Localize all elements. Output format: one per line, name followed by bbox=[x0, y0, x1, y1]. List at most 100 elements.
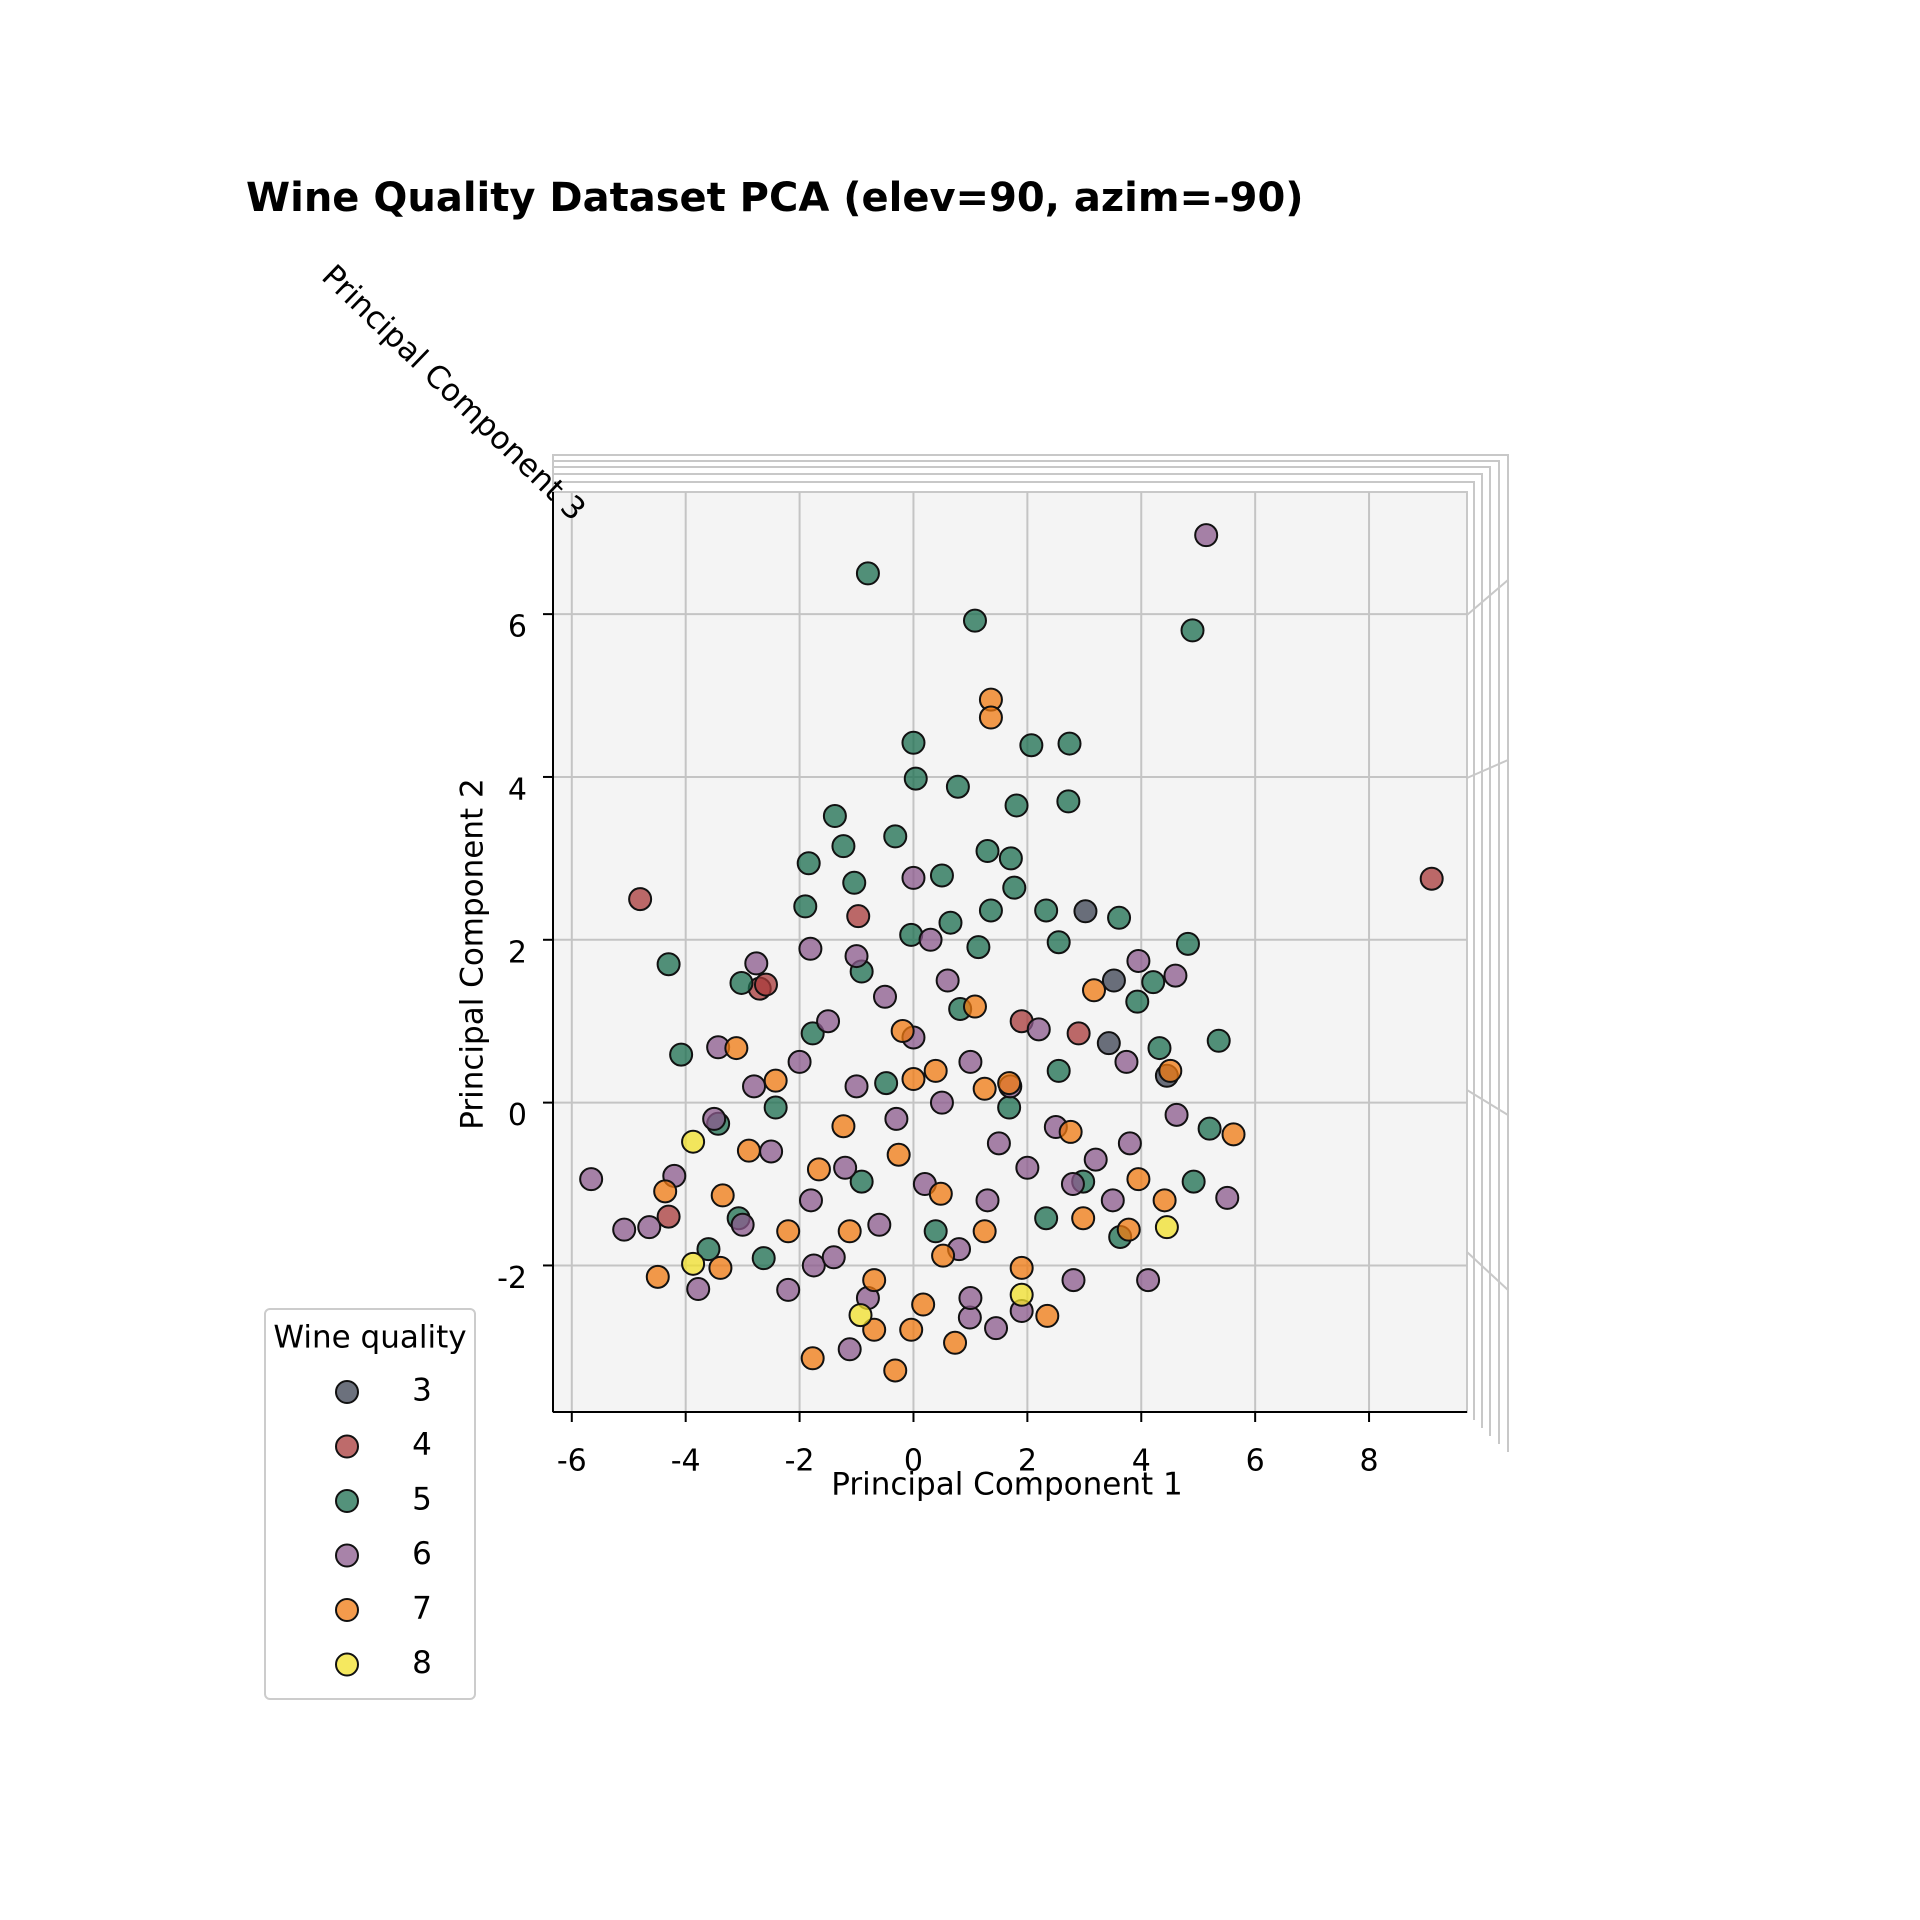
point bbox=[849, 1169, 874, 1194]
point bbox=[1221, 1122, 1246, 1147]
point bbox=[681, 1129, 706, 1154]
pane-edge bbox=[553, 481, 1475, 1420]
point bbox=[1073, 899, 1098, 924]
point bbox=[943, 1330, 968, 1355]
point bbox=[899, 1317, 924, 1342]
point bbox=[821, 1245, 846, 1270]
point bbox=[710, 1183, 735, 1208]
point bbox=[656, 1204, 681, 1229]
point bbox=[1154, 1215, 1179, 1240]
legend-label: 3 bbox=[412, 1373, 432, 1409]
x-tick-label: 0 bbox=[904, 1444, 923, 1479]
legend-marker bbox=[335, 1598, 359, 1622]
point bbox=[1061, 1268, 1086, 1293]
point bbox=[702, 1106, 727, 1131]
point bbox=[873, 984, 898, 1009]
legend-box bbox=[264, 1308, 476, 1700]
point bbox=[855, 561, 880, 586]
legend-label: 7 bbox=[412, 1591, 432, 1627]
point bbox=[656, 952, 681, 977]
point bbox=[1081, 978, 1106, 1003]
point bbox=[1175, 931, 1200, 956]
point bbox=[1125, 989, 1150, 1014]
point bbox=[1004, 793, 1029, 818]
chart-title: Wine Quality Dataset PCA (elev=90, azim=… bbox=[246, 175, 1304, 221]
legend-marker bbox=[335, 1652, 359, 1677]
point bbox=[686, 1277, 711, 1302]
point bbox=[986, 1131, 1011, 1156]
point bbox=[681, 1251, 706, 1276]
point bbox=[1058, 1119, 1083, 1144]
legend-marker bbox=[335, 1543, 359, 1568]
point bbox=[844, 944, 869, 969]
point bbox=[730, 1212, 755, 1237]
legend-label: 6 bbox=[412, 1536, 432, 1572]
point bbox=[1197, 1116, 1222, 1141]
legend-title: Wine quality bbox=[273, 1320, 466, 1356]
point bbox=[837, 1219, 862, 1244]
point bbox=[1181, 1169, 1206, 1194]
point bbox=[1164, 1102, 1189, 1127]
point bbox=[1141, 970, 1166, 995]
point bbox=[842, 870, 867, 895]
legend: Wine quality 3 4 5 6 7 8 bbox=[264, 1308, 476, 1700]
point bbox=[848, 1303, 873, 1328]
point bbox=[1163, 963, 1188, 988]
point bbox=[776, 1219, 801, 1244]
point bbox=[938, 910, 963, 935]
axes: -6 -4 -2 0 2 4 6 8 -2 0 2 4 6 bbox=[497, 610, 1379, 1479]
legend-marker bbox=[335, 1489, 359, 1513]
point bbox=[1034, 1206, 1059, 1231]
point bbox=[1096, 1031, 1121, 1056]
point bbox=[1056, 789, 1081, 814]
point bbox=[862, 1268, 887, 1293]
point bbox=[984, 1316, 1009, 1341]
y-tick-label: -2 bbox=[497, 1261, 527, 1296]
point bbox=[1046, 930, 1071, 955]
point bbox=[1009, 1282, 1034, 1307]
point bbox=[923, 1219, 948, 1244]
point bbox=[579, 1167, 604, 1192]
point bbox=[929, 863, 954, 888]
point bbox=[763, 1095, 788, 1120]
point bbox=[1180, 618, 1205, 643]
point bbox=[883, 1358, 908, 1383]
point bbox=[923, 1058, 948, 1083]
point bbox=[653, 1179, 678, 1204]
legend-label: 4 bbox=[412, 1427, 432, 1463]
legend-label: 8 bbox=[412, 1645, 432, 1681]
point bbox=[831, 834, 856, 859]
point bbox=[793, 894, 818, 919]
y-axis-label: Principal Component 2 bbox=[455, 778, 491, 1130]
point bbox=[1158, 1058, 1183, 1083]
point bbox=[724, 1036, 749, 1061]
point bbox=[744, 951, 769, 976]
point bbox=[833, 1155, 858, 1180]
point bbox=[972, 1076, 997, 1101]
point bbox=[763, 1068, 788, 1093]
y-tick-label: 2 bbox=[508, 935, 527, 970]
point bbox=[978, 898, 1003, 923]
pane-edge bbox=[553, 460, 1500, 1444]
point bbox=[729, 970, 754, 995]
point bbox=[1194, 523, 1219, 548]
point bbox=[903, 766, 928, 791]
point bbox=[1117, 1131, 1142, 1156]
point bbox=[1071, 1206, 1096, 1231]
point bbox=[945, 774, 970, 799]
point bbox=[822, 804, 847, 829]
point bbox=[1035, 1303, 1060, 1328]
point bbox=[796, 851, 821, 876]
pane-edge bbox=[1466, 759, 1509, 779]
point bbox=[1116, 1217, 1141, 1242]
point bbox=[1026, 1017, 1051, 1042]
point bbox=[928, 1181, 953, 1206]
point bbox=[975, 1188, 1000, 1213]
point bbox=[1114, 1049, 1139, 1074]
point bbox=[759, 1139, 784, 1164]
y-tick-label: 4 bbox=[508, 772, 527, 807]
point bbox=[628, 887, 653, 912]
point bbox=[1419, 866, 1444, 891]
point bbox=[911, 1292, 936, 1317]
point bbox=[883, 824, 908, 849]
